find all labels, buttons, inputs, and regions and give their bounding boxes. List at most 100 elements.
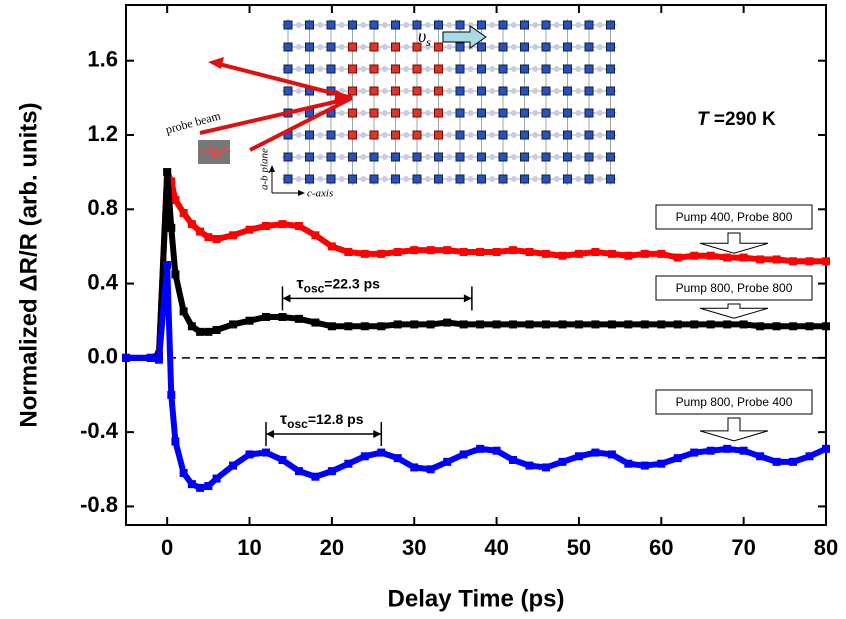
data-point: [640, 249, 649, 258]
data-point: [167, 177, 176, 186]
temperature: T =290 K: [697, 109, 776, 130]
data-point: [591, 448, 600, 457]
data-point: [204, 233, 213, 242]
lattice-atom: [584, 108, 594, 118]
data-point: [756, 255, 765, 264]
lattice-node: [403, 110, 410, 116]
lattice-node: [403, 176, 410, 182]
lattice-node: [489, 66, 496, 72]
legend-box: [655, 389, 813, 415]
annotation-text: =12.8 ps: [308, 411, 364, 427]
lattice-atom: [455, 64, 465, 74]
lattice-atom: [520, 152, 529, 162]
lattice-atom: [348, 108, 357, 118]
velocity-symbol: υ: [418, 26, 426, 46]
annotation-sub: osc: [304, 282, 325, 296]
lattice-atom: [434, 108, 443, 118]
data-point: [393, 320, 402, 329]
data-point: [212, 326, 221, 334]
lattice-node: [532, 66, 539, 72]
legend-arrow: [699, 303, 769, 319]
lattice-atom: [477, 174, 486, 184]
data-point: [377, 322, 386, 331]
lattice-atom: [606, 64, 615, 74]
lattice-node: [424, 66, 431, 72]
lattice-atom: [477, 42, 486, 52]
y-tick-label: 0.4: [87, 269, 118, 294]
lattice-node: [446, 22, 453, 28]
data-point: [657, 320, 666, 329]
lattice-node: [317, 176, 324, 182]
lattice-node: [510, 176, 517, 182]
temperature-symbol: T: [697, 109, 710, 130]
annotation: τosc=22.3 ps: [296, 275, 380, 295]
data-point: [657, 249, 666, 258]
lattice-atom: [455, 20, 465, 30]
data-point: [690, 251, 699, 260]
data-point: [229, 231, 238, 240]
data-point: [558, 251, 567, 260]
lattice-node: [338, 66, 345, 72]
lattice-node: [403, 88, 410, 94]
data-point: [789, 457, 798, 466]
data-point: [739, 320, 748, 329]
lattice-node: [381, 88, 388, 94]
lattice-atom: [348, 86, 357, 96]
lattice-node: [446, 88, 453, 94]
lattice-atom: [498, 130, 508, 140]
data-point: [591, 248, 600, 256]
lattice-node: [553, 110, 560, 116]
lattice-node: [295, 176, 302, 182]
lattice-atom: [563, 42, 572, 52]
data-point: [525, 461, 534, 470]
lattice-node: [510, 88, 517, 94]
data-point: [772, 255, 781, 264]
lattice-node: [575, 22, 582, 28]
annotation: τosc=12.8 ps: [280, 411, 364, 431]
lattice-node: [424, 44, 431, 50]
lattice-node: [295, 88, 302, 94]
lattice-node: [360, 44, 367, 50]
lattice-atom: [283, 86, 293, 96]
axis-label: c-axis: [307, 188, 333, 200]
data-point: [410, 246, 419, 255]
data-point: [171, 196, 180, 204]
lattice-node: [381, 110, 388, 116]
lattice-node: [510, 132, 517, 138]
data-point: [360, 322, 369, 331]
data-point: [673, 320, 682, 329]
lattice-atom: [541, 64, 551, 74]
lattice-node: [446, 132, 453, 138]
data-point: [492, 248, 501, 256]
axes-head: [269, 165, 305, 196]
lattice-node: [489, 132, 496, 138]
lattice-atom: [498, 42, 508, 52]
lattice-atom: [563, 86, 572, 96]
legend-box: [655, 204, 813, 230]
data-point: [657, 459, 666, 468]
data-point: [278, 220, 287, 229]
lattice-atom: [541, 108, 551, 118]
lattice-atom: [606, 174, 615, 184]
lattice-atom: [584, 64, 594, 74]
data-point: [410, 320, 419, 329]
lattice-node: [510, 44, 517, 50]
lattice-node: [596, 110, 603, 116]
lattice-node: [360, 22, 367, 28]
axes-indicator: [271, 170, 300, 194]
lattice-node: [553, 154, 560, 160]
lattice-atom: [606, 42, 615, 52]
legend-label: Pump 800, Probe 800: [676, 281, 793, 295]
data-point: [542, 320, 550, 329]
lattice-atom: [434, 64, 443, 74]
lattice-atom: [391, 174, 400, 184]
lattice-node: [575, 154, 582, 160]
lattice-atom: [520, 42, 529, 52]
data-point: [739, 446, 748, 455]
lattice-atom: [455, 174, 465, 184]
data-point: [294, 467, 303, 476]
lattice-atom: [283, 42, 293, 52]
data-point: [574, 320, 583, 329]
